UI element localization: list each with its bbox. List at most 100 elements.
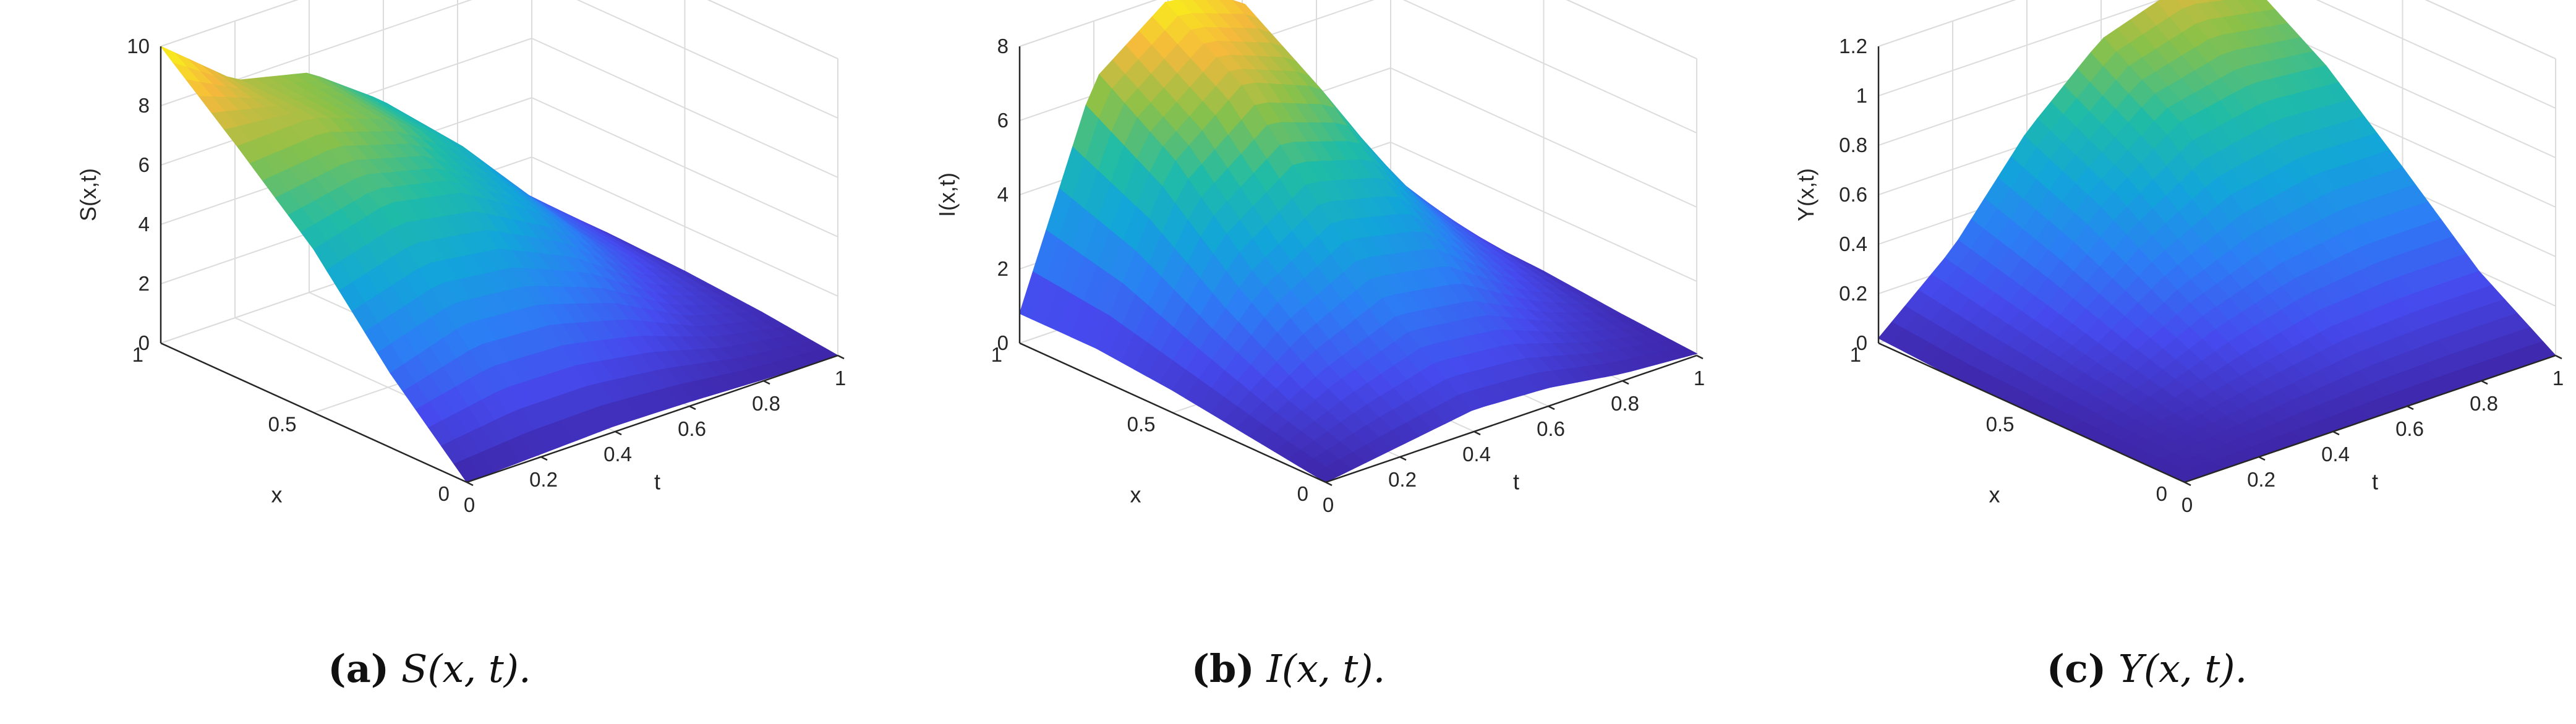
t-tick-label: 0.8	[1611, 392, 1639, 415]
x-tick-label: 0	[438, 482, 450, 505]
t-tick-label: 0.8	[752, 392, 780, 415]
x-axis	[160, 342, 467, 483]
caption-text: I(x, t).	[1266, 646, 1386, 691]
z-tick-label: 4	[997, 183, 1009, 206]
x-axis	[1878, 342, 2185, 483]
z-tick-label: 10	[127, 35, 150, 57]
t-tick	[2332, 430, 2340, 436]
t-tick-label: 0.6	[678, 417, 706, 440]
t-tick	[2407, 405, 2414, 411]
box-edge	[1019, 0, 1158, 47]
t-axis	[466, 354, 838, 483]
t-tick-label: 0.6	[1537, 417, 1565, 440]
box-edge	[707, 0, 838, 59]
t-tick	[615, 430, 622, 436]
z-tick-label: 0.4	[1839, 232, 1867, 255]
t-axis-label: t	[654, 469, 660, 495]
z-tick-label: 0.8	[1839, 134, 1867, 156]
z-tick-label: 0.6	[1839, 183, 1867, 206]
z-tick-label: 4	[139, 213, 150, 236]
box-edge	[2425, 0, 2556, 59]
caption-b: (b) I(x, t).	[859, 646, 1718, 691]
t-tick	[466, 481, 474, 487]
t-tick	[2555, 354, 2562, 360]
t-tick	[763, 380, 770, 385]
z-tick-label: 0	[1856, 331, 1867, 354]
z-axis-label: Y(x,t)	[1793, 168, 1819, 221]
z-tick-label: 8	[139, 94, 150, 117]
z-tick-label: 1.2	[1839, 35, 1867, 57]
t-tick	[1548, 405, 1555, 411]
panel-a: 0 0.2 0.4 0.6 0.8 1 0 0.5 1 0 2 4 6 8 10 t x S(x,t) (a) S…	[0, 0, 859, 724]
t-tick	[837, 354, 845, 360]
caption-label: (c)	[2046, 646, 2107, 691]
t-tick	[1474, 430, 1481, 436]
box-edge	[160, 0, 299, 47]
t-tick	[540, 456, 548, 461]
t-axis-label: t	[1513, 469, 1519, 495]
caption-a: (a) S(x, t).	[0, 646, 859, 691]
t-tick	[2481, 380, 2488, 385]
t-tick-label: 0	[2181, 493, 2193, 516]
t-tick	[2184, 481, 2191, 487]
grid-line	[1878, 0, 2161, 96]
box-edge	[1566, 0, 1697, 59]
caption-c: (c) Y(x, t).	[1718, 646, 2576, 691]
t-tick	[1696, 354, 1704, 360]
t-tick-label: 0.6	[2395, 417, 2424, 440]
t-tick-label: 1	[835, 367, 846, 390]
z-tick-label: 6	[997, 109, 1009, 132]
x-tick-label: 0.5	[1986, 413, 2015, 436]
t-tick-label: 0	[464, 493, 475, 516]
panel-b: 0 0.2 0.4 0.6 0.8 1 0 0.5 1 0 2 4 6 8 t x I(x,t) (b) I(x…	[859, 0, 1718, 724]
surface-plot-c: 00.20.40.60.8100.5100.20.40.60.811.2txY(…	[1793, 0, 2564, 516]
t-tick-label: 0.8	[2470, 392, 2498, 415]
caption-text: Y(x, t).	[2118, 646, 2248, 691]
x-tick-label: 0	[1297, 482, 1308, 505]
t-tick-label: 0.4	[2321, 443, 2350, 466]
t-tick-label: 0.2	[529, 468, 558, 491]
t-tick	[1399, 456, 1407, 461]
t-tick	[1622, 380, 1629, 385]
x-axis-label: x	[1989, 482, 2000, 508]
z-tick-label: 0	[139, 331, 150, 354]
t-tick-label: 0.2	[1388, 468, 1417, 491]
t-tick-label: 0.2	[2247, 468, 2275, 491]
z-axis-label: I(x,t)	[934, 172, 960, 217]
t-tick-label: 1	[2553, 367, 2564, 390]
x-tick-label: 1	[132, 343, 143, 366]
z-tick-label: 0	[997, 331, 1009, 354]
x-axis-label: x	[1130, 482, 1141, 508]
caption-label: (b)	[1191, 646, 1255, 691]
x-tick-label: 1	[991, 343, 1002, 366]
caption-label: (a)	[328, 646, 390, 691]
z-tick-label: 8	[997, 35, 1009, 57]
t-tick-label: 1	[1694, 367, 1705, 390]
surface-patch	[1312, 466, 1340, 483]
panel-c: 0 0.2 0.4 0.6 0.8 1 0 0.5 1 0 0.2 0.4 0.6 0.8 1 1.2 t x Y(…	[1718, 0, 2576, 724]
t-tick-label: 0.4	[603, 443, 632, 466]
z-tick-label: 0.2	[1839, 282, 1867, 305]
z-axis-label: S(x,t)	[75, 168, 101, 221]
t-axis	[2184, 354, 2556, 483]
box-edge	[1878, 0, 2016, 47]
x-tick-label: 0	[2156, 482, 2167, 505]
t-tick	[1325, 481, 1333, 487]
x-axis-label: x	[271, 482, 283, 508]
x-tick-label: 0.5	[268, 413, 297, 436]
t-tick-label: 0	[1323, 493, 1334, 516]
t-axis	[1325, 354, 1697, 483]
t-tick	[2258, 456, 2266, 461]
x-tick-label: 1	[1850, 343, 1861, 366]
t-tick	[689, 405, 696, 411]
x-tick-label: 0.5	[1127, 413, 1156, 436]
x-axis	[1019, 342, 1326, 483]
t-tick-label: 0.4	[1462, 443, 1491, 466]
z-tick-label: 1	[1856, 84, 1867, 107]
caption-text: S(x, t).	[401, 646, 531, 691]
